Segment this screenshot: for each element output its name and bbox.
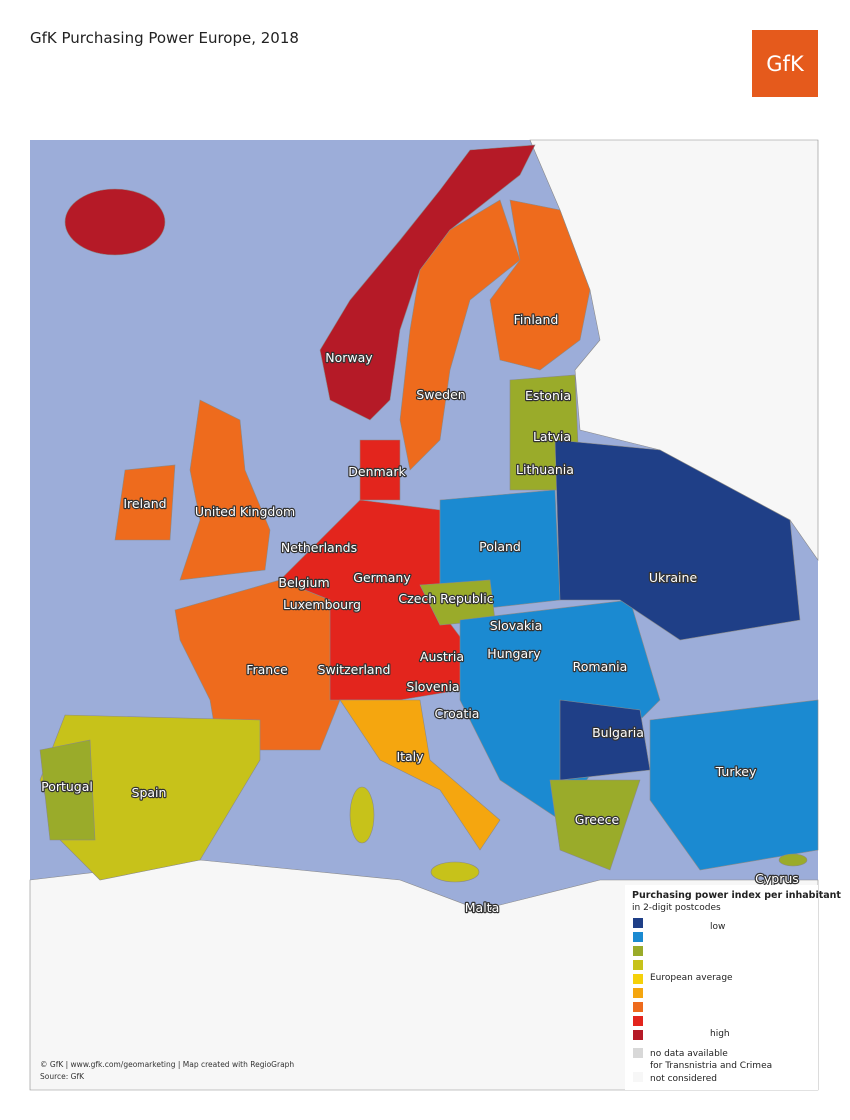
legend-swatch	[633, 1016, 643, 1026]
legend-swatch	[633, 988, 643, 998]
legend-title: Purchasing power index per inhabitant	[632, 890, 841, 901]
legend-swatch	[633, 1030, 643, 1040]
legend-swatch	[633, 918, 643, 928]
sweden	[399, 199, 521, 471]
country-label: Italy	[396, 749, 424, 764]
cyprus	[778, 853, 808, 867]
country-label: Norway	[325, 350, 373, 365]
legend-swatch	[633, 1072, 643, 1082]
country-label: Cyprus	[755, 871, 799, 886]
country-label: Bulgaria	[592, 725, 644, 740]
country-label: Portugal	[41, 779, 93, 794]
source: Source: GfK	[40, 1072, 85, 1081]
italy	[339, 699, 501, 851]
ukraine	[554, 439, 801, 641]
country-labels: Norway Sweden Finland Estonia Latvia Lithuani…	[40, 311, 800, 916]
legend-label: no data available	[650, 1049, 728, 1059]
country-label: Luxembourg	[283, 597, 361, 612]
country-label: Ukraine	[649, 570, 698, 585]
country-label: Estonia	[525, 388, 571, 403]
logo-box	[752, 30, 818, 97]
legend-swatch	[633, 1002, 643, 1012]
united-kingdom	[179, 399, 271, 581]
country-label: Poland	[479, 539, 521, 554]
country-label: Denmark	[348, 464, 406, 479]
legend-label: European average	[650, 973, 733, 983]
iceland	[64, 188, 166, 256]
country-label: Austria	[420, 649, 464, 664]
country-label: Sweden	[416, 387, 465, 402]
country-label: Romania	[573, 659, 628, 674]
country-label: Turkey	[715, 764, 757, 779]
sicily	[430, 861, 480, 883]
country-label: Germany	[353, 570, 411, 585]
sardinia	[349, 786, 375, 844]
legend-subtitle: in 2-digit postcodes	[632, 903, 721, 913]
map	[29, 139, 819, 1091]
legend-label: for Transnistria and Crimea	[650, 1061, 772, 1071]
country-label: Czech Republic	[398, 591, 493, 606]
legend-swatch	[633, 932, 643, 942]
country-label: Switzerland	[318, 662, 391, 677]
legend-swatch	[633, 1048, 643, 1058]
country-label: Finland	[514, 312, 559, 327]
country-label: Lithuania	[516, 462, 574, 477]
logo: GfK	[766, 52, 805, 76]
legend: Purchasing power index per inhabitant in…	[625, 885, 841, 1090]
greece	[549, 779, 641, 871]
country-label: France	[246, 662, 288, 677]
country-label: Greece	[575, 812, 620, 827]
legend-swatch	[633, 974, 643, 984]
legend-label: high	[710, 1029, 730, 1039]
turkey	[649, 699, 819, 871]
country-label: United Kingdom	[195, 504, 295, 519]
country-label: Spain	[132, 785, 167, 800]
country-label: Hungary	[487, 646, 541, 661]
bulgaria	[559, 699, 651, 781]
legend-label: low	[710, 922, 725, 932]
legend-swatch	[633, 960, 643, 970]
portugal	[39, 739, 96, 841]
legend-box	[625, 885, 818, 1090]
credit: © GfK | www.gfk.com/geomarketing | Map c…	[40, 1060, 294, 1069]
country-label: Netherlands	[281, 540, 357, 555]
title: GfK Purchasing Power Europe, 2018	[30, 29, 299, 47]
country-label: Belgium	[278, 575, 329, 590]
country-label: Ireland	[123, 496, 166, 511]
ireland	[114, 464, 176, 541]
country-label: Slovenia	[406, 679, 459, 694]
country-label: Malta	[465, 900, 499, 915]
land-not-considered	[29, 859, 819, 1091]
legend-swatch	[633, 946, 643, 956]
denmark	[359, 439, 401, 501]
country-label: Croatia	[435, 706, 480, 721]
norway	[319, 144, 536, 421]
country-label: Latvia	[533, 429, 571, 444]
finland	[489, 199, 591, 371]
country-label: Slovakia	[490, 618, 542, 633]
legend-label: not considered	[650, 1074, 717, 1084]
